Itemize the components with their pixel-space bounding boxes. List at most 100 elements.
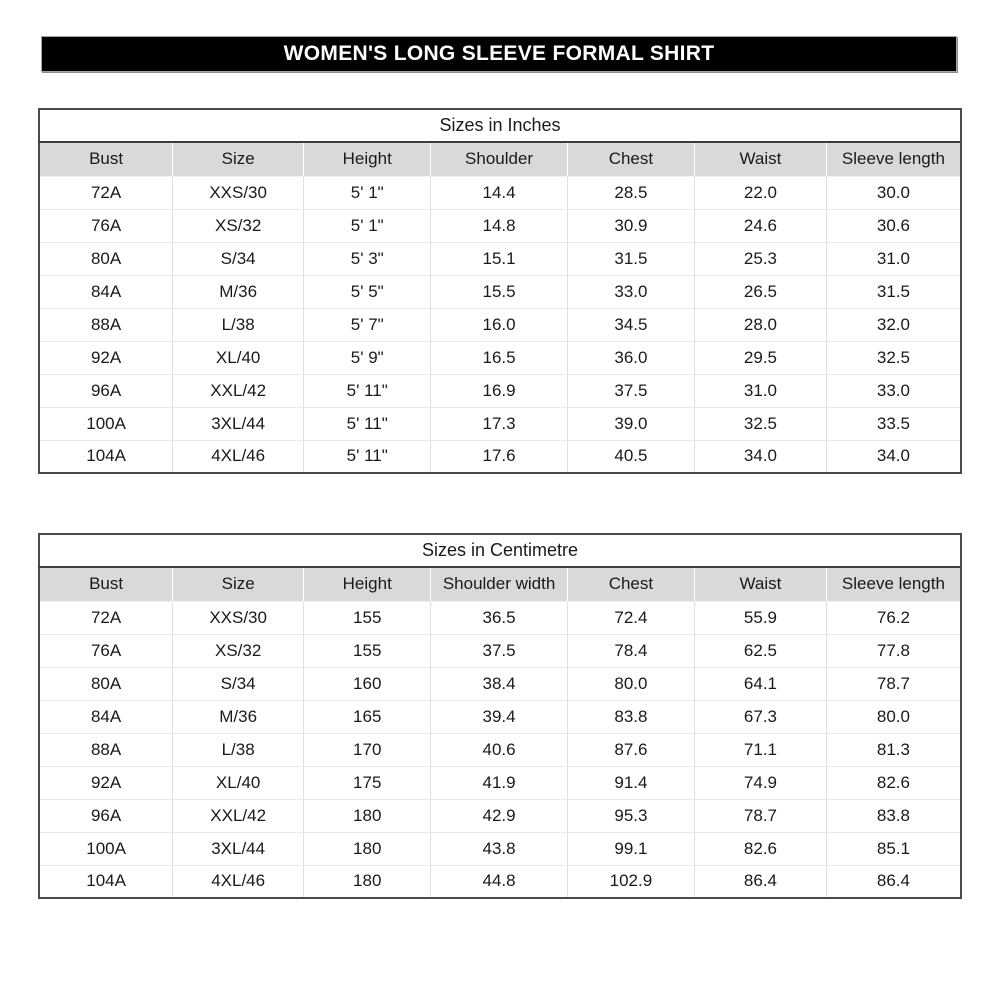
table-cell: 34.0 (826, 440, 961, 473)
table-row: 84A M/36 5' 5" 15.5 33.0 26.5 31.5 (39, 275, 961, 309)
column-header: Bust (39, 142, 174, 177)
table-cell: 5' 11" (303, 374, 432, 408)
table-row: 92A XL/40 175 41.9 91.4 74.9 82.6 (39, 766, 961, 800)
table-cell: 5' 11" (303, 440, 432, 473)
table-cell: 67.3 (694, 700, 827, 734)
table-cell: 165 (303, 700, 432, 734)
table-row: 76A XS/32 155 37.5 78.4 62.5 77.8 (39, 634, 961, 668)
table-cell: 17.3 (430, 407, 568, 441)
table-cell: 86.4 (826, 865, 961, 898)
table-cell: 82.6 (826, 766, 961, 800)
table-cell: 104A (39, 865, 174, 898)
table-cell: 14.8 (430, 209, 568, 243)
table-cell: XS/32 (172, 634, 305, 668)
table-cell: 39.4 (430, 700, 568, 734)
column-header: Sleeve length (826, 142, 961, 177)
table-cell: 42.9 (430, 799, 568, 833)
table-cell: 24.6 (694, 209, 827, 243)
table-row: 84A M/36 165 39.4 83.8 67.3 80.0 (39, 700, 961, 734)
table-cell: 95.3 (567, 799, 696, 833)
table-cell: XL/40 (172, 341, 305, 375)
table-cell: 34.0 (694, 440, 827, 473)
table-cell: 82.6 (694, 832, 827, 866)
table-cell: 16.9 (430, 374, 568, 408)
table-cell: 32.0 (826, 308, 961, 342)
column-header: Waist (694, 142, 827, 177)
table-cell: 80A (39, 242, 174, 276)
table-cell: 84A (39, 700, 174, 734)
column-header: Chest (567, 567, 696, 602)
table-cell: 31.0 (826, 242, 961, 276)
table-cell: 14.4 (430, 176, 568, 210)
table-row: 80A S/34 5' 3" 15.1 31.5 25.3 31.0 (39, 242, 961, 276)
table-cell: 155 (303, 601, 432, 635)
table-cell: 55.9 (694, 601, 827, 635)
table-cell: 76A (39, 634, 174, 668)
table-cell: 100A (39, 407, 174, 441)
table-cell: 5' 11" (303, 407, 432, 441)
table-cell: M/36 (172, 275, 305, 309)
table-cell: 4XL/46 (172, 865, 305, 898)
table-cell: 170 (303, 733, 432, 767)
table-cell: 102.9 (567, 865, 696, 898)
column-header: Height (303, 567, 432, 602)
table-cell: L/38 (172, 308, 305, 342)
table-cell: 39.0 (567, 407, 696, 441)
table-cell: 16.5 (430, 341, 568, 375)
table-cell: 62.5 (694, 634, 827, 668)
column-header: Shoulder width (430, 567, 568, 602)
table-row: 100A 3XL/44 180 43.8 99.1 82.6 85.1 (39, 832, 961, 866)
table-row: 92A XL/40 5' 9" 16.5 36.0 29.5 32.5 (39, 341, 961, 375)
table-cell: 72.4 (567, 601, 696, 635)
table-cell: 33.5 (826, 407, 961, 441)
table-cell: 72A (39, 601, 174, 635)
table-cell: 5' 1" (303, 209, 432, 243)
inches-table-caption: Sizes in Inches (38, 108, 962, 141)
table-cell: 180 (303, 865, 432, 898)
inches-header-row: Bust Size Height Shoulder Chest Waist Sleeve l… (39, 142, 961, 177)
table-cell: 74.9 (694, 766, 827, 800)
table-cell: 37.5 (430, 634, 568, 668)
table-row: 72A XXS/30 5' 1" 14.4 28.5 22.0 30.0 (39, 176, 961, 210)
table-row: 96A XXL/42 5' 11" 16.9 37.5 31.0 33.0 (39, 374, 961, 408)
table-cell: 64.1 (694, 667, 827, 701)
column-header: Waist (694, 567, 827, 602)
table-cell: 30.6 (826, 209, 961, 243)
table-cell: M/36 (172, 700, 305, 734)
table-cell: 16.0 (430, 308, 568, 342)
table-cell: 30.0 (826, 176, 961, 210)
table-cell: S/34 (172, 242, 305, 276)
table-cell: XXL/42 (172, 374, 305, 408)
table-row: 72A XXS/30 155 36.5 72.4 55.9 76.2 (39, 601, 961, 635)
table-row: 96A XXL/42 180 42.9 95.3 78.7 83.8 (39, 799, 961, 833)
table-cell: 77.8 (826, 634, 961, 668)
inches-table-body: 72A XXS/30 5' 1" 14.4 28.5 22.0 30.0 76A XS/32 5'… (39, 176, 961, 473)
table-cell: 17.6 (430, 440, 568, 473)
table-row: 104A 4XL/46 180 44.8 102.9 86.4 86.4 (39, 865, 961, 898)
table-cell: 15.5 (430, 275, 568, 309)
table-cell: 41.9 (430, 766, 568, 800)
table-cell: 84A (39, 275, 174, 309)
table-cell: 5' 3" (303, 242, 432, 276)
table-row: 104A 4XL/46 5' 11" 17.6 40.5 34.0 34.0 (39, 440, 961, 473)
table-cell: L/38 (172, 733, 305, 767)
table-cell: 26.5 (694, 275, 827, 309)
table-cell: 5' 5" (303, 275, 432, 309)
table-cell: 88A (39, 733, 174, 767)
table-cell: 31.0 (694, 374, 827, 408)
table-cell: XL/40 (172, 766, 305, 800)
table-cell: 91.4 (567, 766, 696, 800)
table-cell: 28.5 (567, 176, 696, 210)
table-cell: 4XL/46 (172, 440, 305, 473)
table-cell: 30.9 (567, 209, 696, 243)
table-cell: 32.5 (694, 407, 827, 441)
table-cell: 5' 7" (303, 308, 432, 342)
table-cell: 180 (303, 799, 432, 833)
table-cell: 83.8 (826, 799, 961, 833)
table-cell: 78.7 (694, 799, 827, 833)
table-cell: 92A (39, 341, 174, 375)
inches-table-section: Sizes in Inches Bust Size Height Shoulder Ch… (38, 108, 962, 474)
table-cell: 29.5 (694, 341, 827, 375)
table-cell: 76.2 (826, 601, 961, 635)
